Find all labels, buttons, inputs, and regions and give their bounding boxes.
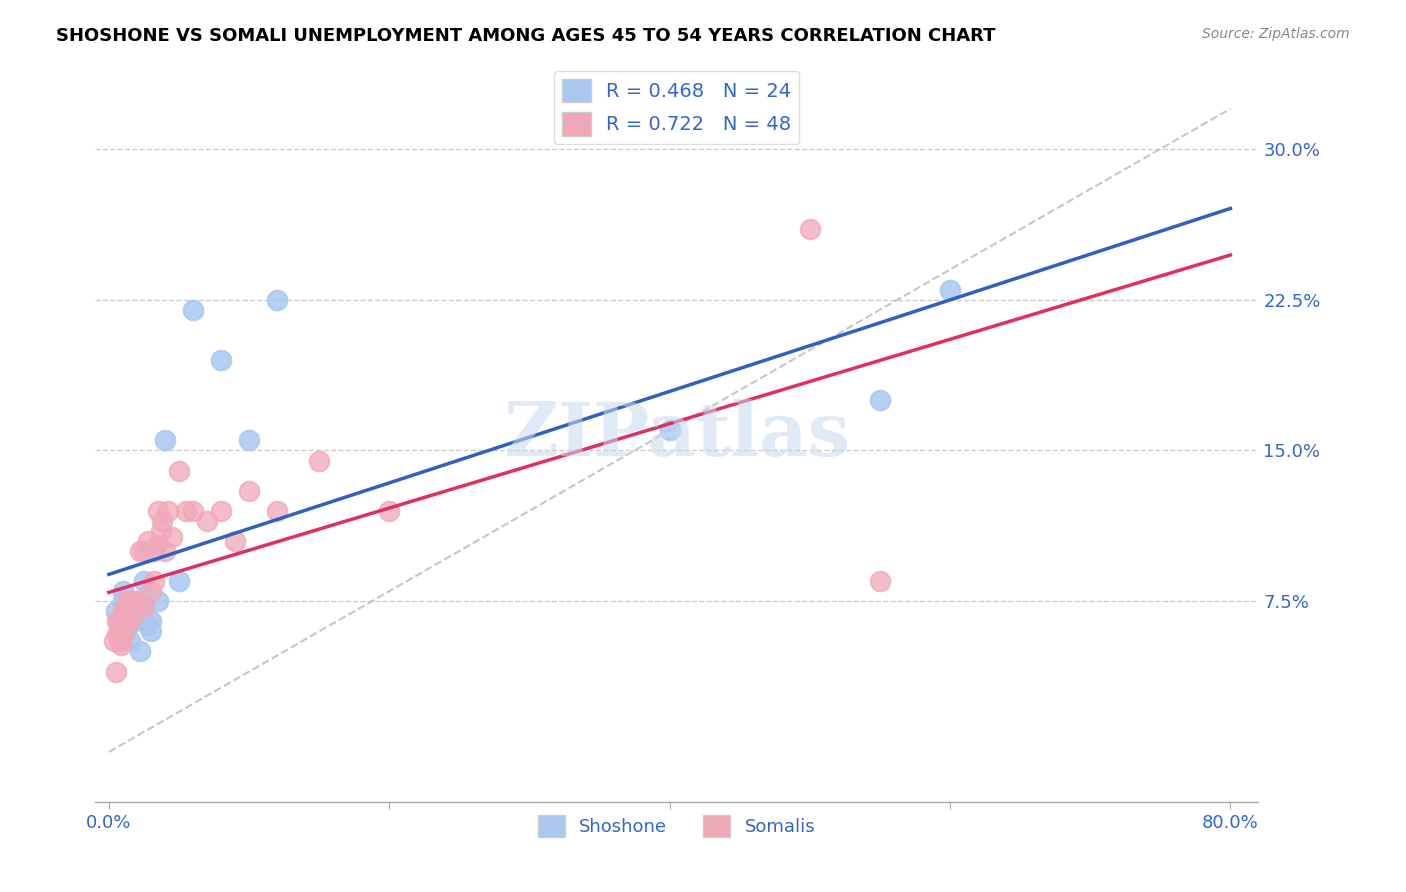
Point [114,624,136,639]
Point [658,423,681,437]
Point [105,615,128,629]
Point [107,624,129,639]
Point [209,504,232,518]
Point [103,634,125,648]
Point [181,504,204,518]
Point [209,353,232,368]
Point [124,594,146,608]
Point [104,665,127,679]
Point [118,604,141,618]
Point [118,600,141,615]
Point [139,584,162,599]
Point [111,594,134,608]
Point [111,604,134,618]
Point [142,544,165,558]
Point [115,615,138,629]
Point [136,618,159,632]
Point [869,574,891,589]
Point [238,483,260,498]
Point [136,533,159,548]
Legend: Shoshone, Somalis: Shoshone, Somalis [530,808,823,845]
Point [121,608,143,623]
Point [181,302,204,317]
Point [939,283,962,297]
Point [108,634,131,648]
Point [238,434,260,448]
Point [111,618,134,632]
Point [142,574,165,589]
Point [266,293,288,307]
Point [195,514,218,528]
Point [125,604,148,618]
Point [156,504,179,518]
Point [146,594,169,608]
Text: Source: ZipAtlas.com: Source: ZipAtlas.com [1202,27,1350,41]
Point [167,574,190,589]
Point [145,538,167,552]
Point [128,644,150,658]
Point [120,594,142,608]
Point [108,624,131,639]
Point [111,584,134,599]
Point [122,615,145,629]
Point [224,533,246,548]
Point [308,453,330,467]
Point [132,600,155,615]
Point [132,594,155,608]
Point [115,594,138,608]
Point [111,628,134,642]
Text: SHOSHONE VS SOMALI UNEMPLOYMENT AMONG AGES 45 TO 54 YEARS CORRELATION CHART: SHOSHONE VS SOMALI UNEMPLOYMENT AMONG AG… [56,27,995,45]
Point [153,434,176,448]
Point [118,634,141,648]
Point [117,615,139,629]
Point [869,393,891,408]
Point [110,639,132,653]
Point [122,599,145,613]
Point [150,514,173,528]
Text: ZIPatlas: ZIPatlas [503,399,851,472]
Point [153,544,176,558]
Point [139,624,162,639]
Point [174,504,197,518]
Point [104,604,127,618]
Point [125,594,148,608]
Point [146,504,169,518]
Point [266,504,288,518]
Point [132,574,155,589]
Point [132,544,155,558]
Point [139,615,162,629]
Point [105,628,128,642]
Point [167,464,190,478]
Point [107,615,129,629]
Point [114,604,136,618]
Point [799,222,821,236]
Point [378,504,401,518]
Point [160,530,183,544]
Point [149,524,172,538]
Point [128,544,150,558]
